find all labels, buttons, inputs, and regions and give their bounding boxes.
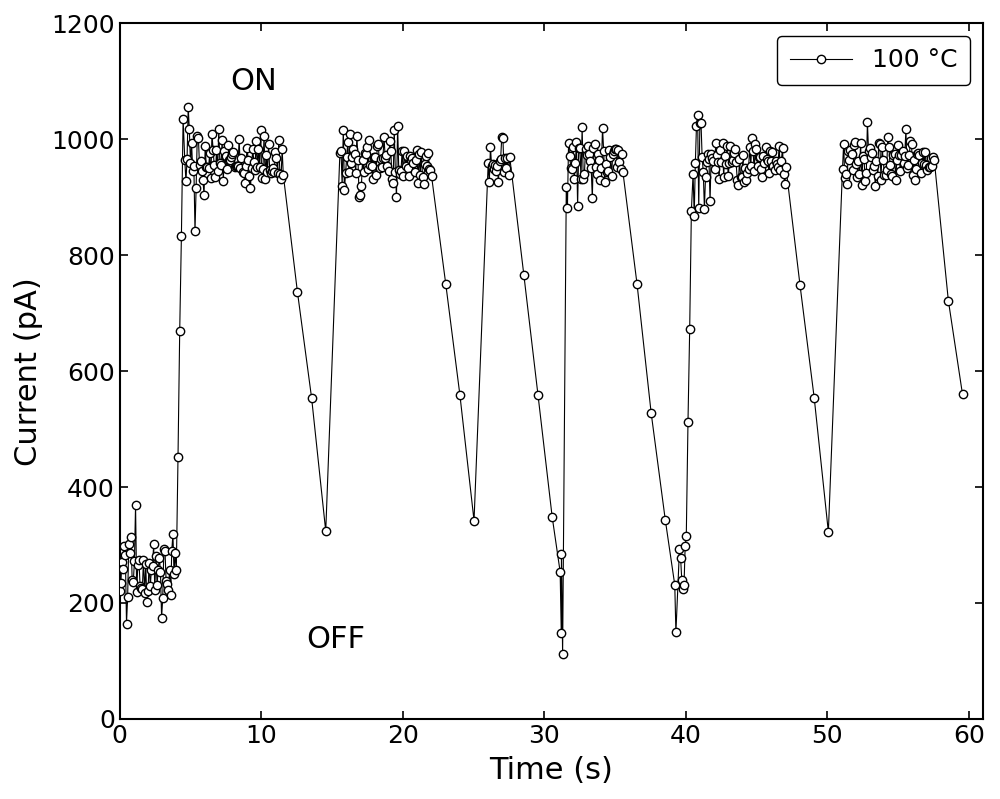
Legend: 100 °C: 100 °C: [777, 36, 970, 85]
Y-axis label: Current (pA): Current (pA): [14, 276, 43, 466]
Text: OFF: OFF: [306, 625, 365, 654]
Text: ON: ON: [230, 67, 277, 96]
X-axis label: Time (s): Time (s): [489, 756, 613, 785]
